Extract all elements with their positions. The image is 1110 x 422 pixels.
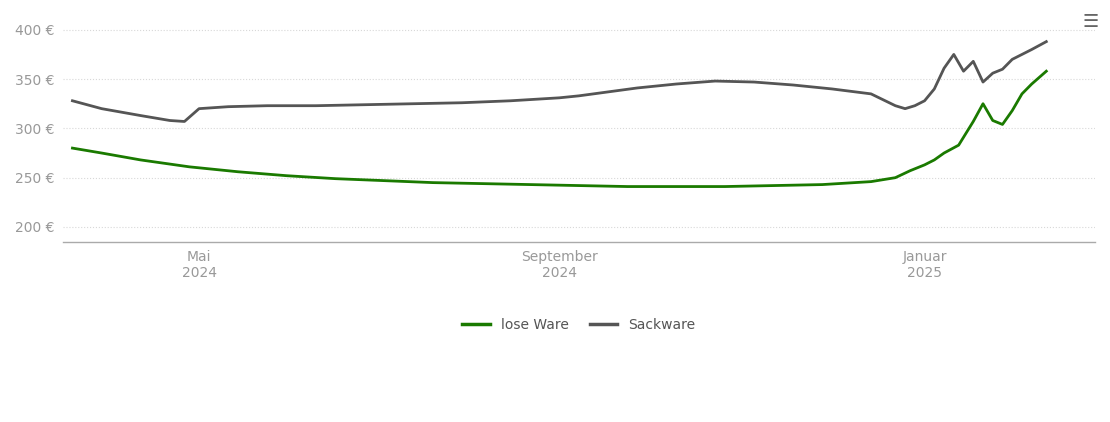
- Legend: lose Ware, Sackware: lose Ware, Sackware: [456, 312, 702, 337]
- Text: ☰: ☰: [1082, 13, 1099, 31]
